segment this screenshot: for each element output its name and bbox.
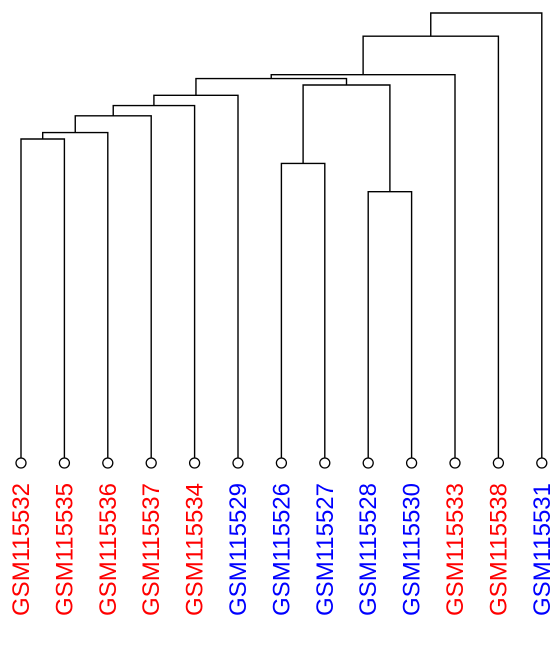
leaf-label: GSM115533 [442,483,469,616]
leaf-marker [232,457,244,469]
leaf-marker [405,457,418,469]
dendrogram-link [20,138,66,463]
dendrogram-link [112,104,196,463]
leaf-label: GSM115530 [399,483,426,616]
leaf-marker [188,457,201,469]
leaf-label: GSM115527 [312,483,339,616]
dendrogram-link [153,94,239,463]
dendrogram-link [430,12,543,463]
leaf-label: GSM115526 [268,483,295,616]
leaf-marker [145,457,157,469]
leaf-label: GSM115535 [51,483,78,616]
leaf-label: GSM115531 [529,483,553,616]
dendrogram-link [195,77,348,96]
leaf-label: GSM115537 [138,483,165,616]
leaf-marker [102,457,114,469]
leaf-marker [58,457,71,469]
dendrogram-link [42,131,109,463]
leaf-marker [275,457,288,469]
dendrogram-link [362,35,500,463]
leaf-marker [15,457,27,469]
leaf-marker [319,457,331,469]
dendrogram-link [367,191,413,463]
leaf-label: GSM115528 [355,483,382,616]
leaf-label: GSM115538 [485,483,512,616]
dendrogram-link [270,74,456,463]
leaf-marker [536,457,548,469]
leaf-label: GSM115532 [8,483,35,616]
leaf-label: GSM115536 [95,483,122,616]
dendrogram-link [74,115,152,463]
dendrogram-link [280,162,326,463]
dendrogram-link [302,84,391,192]
leaf-marker [492,457,505,469]
leaf-label: GSM115534 [182,483,209,616]
leaf-marker [362,457,374,469]
leaf-marker [449,457,461,469]
leaf-label: GSM115529 [225,483,252,616]
